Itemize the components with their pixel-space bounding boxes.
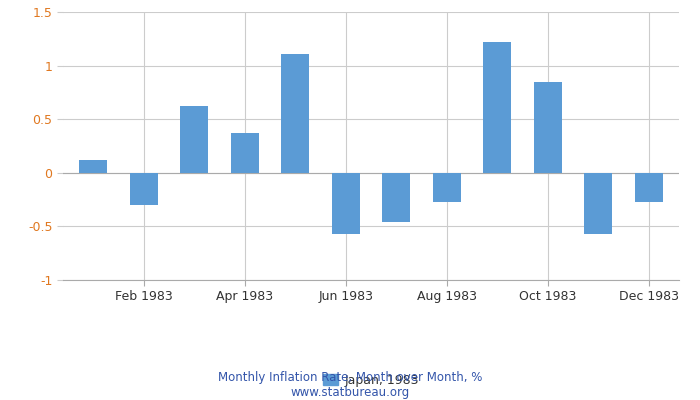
Bar [584, 173, 612, 234]
Bar [181, 106, 208, 173]
Bar [130, 173, 158, 205]
Text: Monthly Inflation Rate, Month over Month, %: Monthly Inflation Rate, Month over Month… [218, 372, 482, 384]
Bar [332, 173, 360, 234]
Bar [433, 173, 461, 202]
Bar [483, 42, 511, 173]
Legend: Japan, 1983: Japan, 1983 [318, 369, 424, 392]
Bar [635, 173, 663, 202]
Text: www.statbureau.org: www.statbureau.org [290, 386, 410, 399]
Bar [534, 82, 561, 173]
Bar [281, 54, 309, 173]
Bar [231, 133, 259, 173]
Bar [382, 173, 410, 222]
Bar [79, 160, 107, 173]
